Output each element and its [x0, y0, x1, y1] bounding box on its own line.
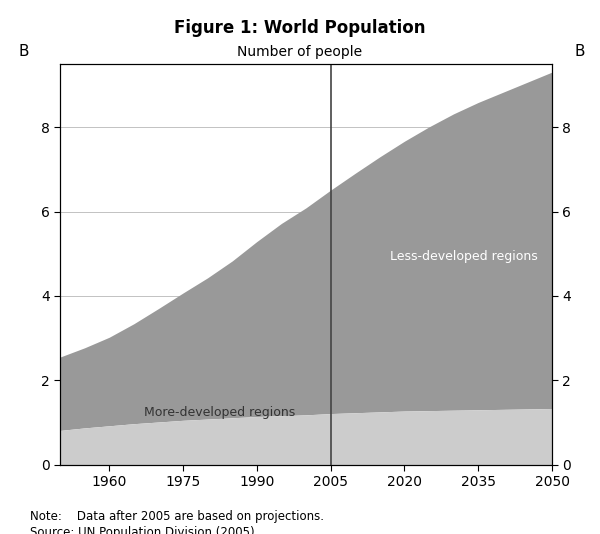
Text: B: B	[574, 44, 584, 59]
Text: More-developed regions: More-developed regions	[143, 406, 295, 419]
Text: Less-developed regions: Less-developed regions	[389, 250, 538, 263]
Text: B: B	[18, 44, 29, 59]
Text: Figure 1: World Population: Figure 1: World Population	[174, 19, 426, 37]
Text: Note:    Data after 2005 are based on projections.: Note: Data after 2005 are based on proje…	[30, 510, 324, 523]
Text: Number of people: Number of people	[238, 45, 362, 59]
Text: Source: UN Population Division (2005): Source: UN Population Division (2005)	[30, 526, 254, 534]
